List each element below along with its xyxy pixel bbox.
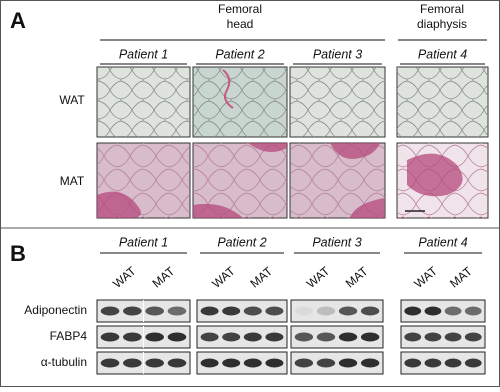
blot-band bbox=[404, 306, 422, 316]
blot-band bbox=[338, 332, 358, 342]
lane-label: MAT bbox=[150, 264, 178, 291]
blot-band bbox=[123, 332, 142, 342]
cell-pattern bbox=[397, 67, 488, 137]
blot-band bbox=[294, 332, 314, 342]
blot-band bbox=[316, 332, 336, 342]
blot-band bbox=[243, 358, 262, 368]
lane-label: WAT bbox=[110, 263, 139, 290]
blot-band bbox=[265, 332, 284, 342]
patient-label: Patient 4 bbox=[418, 47, 467, 61]
blot-band bbox=[360, 358, 380, 368]
blot-band bbox=[100, 332, 120, 342]
patient-label: Patient 3 bbox=[312, 235, 361, 249]
blot-band bbox=[200, 332, 219, 342]
patient-label: Patient 2 bbox=[215, 47, 264, 61]
lane-label: MAT bbox=[343, 264, 371, 291]
blot-band bbox=[265, 358, 284, 368]
blot-strip bbox=[290, 299, 384, 323]
cell-pattern bbox=[97, 67, 190, 137]
panel-label: B bbox=[10, 241, 26, 266]
blot-band bbox=[464, 306, 482, 316]
blot-strip bbox=[400, 299, 486, 323]
blot-strip bbox=[196, 351, 288, 375]
blot-band bbox=[145, 306, 164, 316]
blot-strip bbox=[290, 325, 384, 349]
blot-band bbox=[145, 332, 164, 342]
blot-band bbox=[265, 306, 284, 316]
blot-band bbox=[145, 358, 164, 368]
blot-band bbox=[222, 358, 241, 368]
tissue-stain bbox=[97, 191, 141, 218]
blot-band bbox=[222, 306, 241, 316]
tissue-stain bbox=[193, 143, 287, 218]
blot-band bbox=[243, 306, 262, 316]
row-label: MAT bbox=[60, 174, 85, 188]
blot-band bbox=[360, 332, 380, 342]
blot-band bbox=[444, 332, 462, 342]
blot-band bbox=[424, 332, 442, 342]
blot-band bbox=[200, 306, 219, 316]
tissue-stain bbox=[222, 69, 234, 109]
blot-band bbox=[167, 306, 187, 316]
blot-band bbox=[294, 358, 314, 368]
blot-band bbox=[123, 306, 142, 316]
patient-label: Patient 1 bbox=[119, 235, 168, 249]
blot-band bbox=[294, 306, 314, 316]
blot-strip bbox=[196, 325, 288, 349]
blot-band bbox=[404, 332, 422, 342]
blot-band bbox=[100, 306, 120, 316]
blot-band bbox=[316, 306, 336, 316]
blot-band bbox=[338, 306, 358, 316]
lane-label: MAT bbox=[447, 264, 475, 291]
patient-label: Patient 2 bbox=[217, 235, 266, 249]
blot-band bbox=[424, 306, 442, 316]
panel-label: A bbox=[10, 8, 26, 33]
group-title: Femoral bbox=[218, 2, 262, 16]
blot-strip bbox=[196, 299, 288, 323]
cell-pattern bbox=[290, 67, 385, 137]
tissue-stain bbox=[330, 143, 385, 218]
lane-label: WAT bbox=[411, 263, 440, 290]
blot-band bbox=[167, 358, 187, 368]
lane-label: WAT bbox=[304, 263, 333, 290]
protein-label: α-tubulin bbox=[41, 355, 87, 369]
group-title: diaphysis bbox=[417, 17, 467, 31]
tissue-stain bbox=[407, 153, 463, 197]
blot-band bbox=[222, 332, 241, 342]
cell-pattern bbox=[193, 67, 287, 137]
patient-label: Patient 4 bbox=[418, 235, 467, 249]
blot-band bbox=[338, 358, 358, 368]
protein-label: Adiponectin bbox=[24, 303, 87, 317]
blot-band bbox=[243, 332, 262, 342]
blot-band bbox=[464, 358, 482, 368]
lane-label: MAT bbox=[247, 264, 275, 291]
blot-band bbox=[100, 358, 120, 368]
row-label: WAT bbox=[59, 93, 85, 107]
blot-band bbox=[444, 358, 462, 368]
blot-band bbox=[404, 358, 422, 368]
group-title: head bbox=[227, 17, 254, 31]
blot-band bbox=[316, 358, 336, 368]
patient-label: Patient 3 bbox=[313, 47, 362, 61]
blot-strip bbox=[400, 351, 486, 375]
blot-strip bbox=[400, 325, 486, 349]
blot-band bbox=[360, 306, 380, 316]
blot-band bbox=[167, 332, 187, 342]
blot-strip bbox=[290, 351, 384, 375]
blot-band bbox=[444, 306, 462, 316]
protein-label: FABP4 bbox=[50, 329, 88, 343]
blot-band bbox=[464, 332, 482, 342]
lane-label: WAT bbox=[209, 263, 238, 290]
blot-band bbox=[424, 358, 442, 368]
group-title: Femoral bbox=[420, 2, 464, 16]
patient-label: Patient 1 bbox=[119, 47, 168, 61]
blot-band bbox=[200, 358, 219, 368]
blot-band bbox=[123, 358, 142, 368]
